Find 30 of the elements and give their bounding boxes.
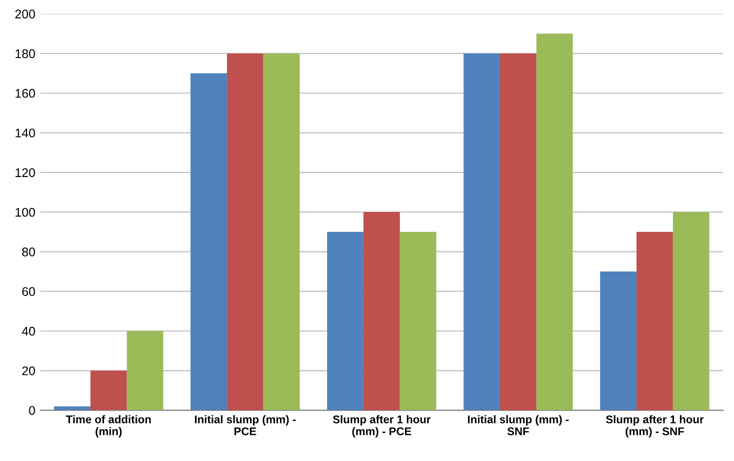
x-tick-label: Slump after 1 hour (mm) - PCE [332,415,431,438]
y-tick-label: 80 [22,248,36,256]
bar [226,53,264,410]
bar [464,53,500,410]
y-tick-label: 20 [22,366,36,376]
bar [190,73,227,410]
x-tick-label: Time of addition (min) [66,415,151,438]
y-tick-label: 120 [16,168,36,178]
x-tick-label: Initial slump (mm) - SNF [468,415,569,436]
x-tick-label: Slump after 1 hour (mm) - SNF [606,415,704,438]
bar [500,53,536,410]
bar [126,331,164,410]
y-tick-label: 100 [16,208,36,217]
y-tick-label: 60 [22,287,36,296]
bar [636,232,673,410]
bar [327,232,364,410]
y-tick-label: 200 [15,10,36,18]
x-tick-label: Initial slump (mm) - PCE [194,415,296,436]
bar [672,212,710,410]
bar [90,370,127,410]
y-tick-label: 0 [29,406,36,415]
bar [263,53,300,410]
bar [400,232,436,410]
y-tick-label: 40 [22,326,36,336]
bar [536,34,573,410]
bar [600,272,637,410]
y-tick-label: 140 [16,128,36,138]
y-tick-label: 160 [16,88,36,98]
y-tick-label: 180 [16,49,36,58]
bar [363,212,400,410]
